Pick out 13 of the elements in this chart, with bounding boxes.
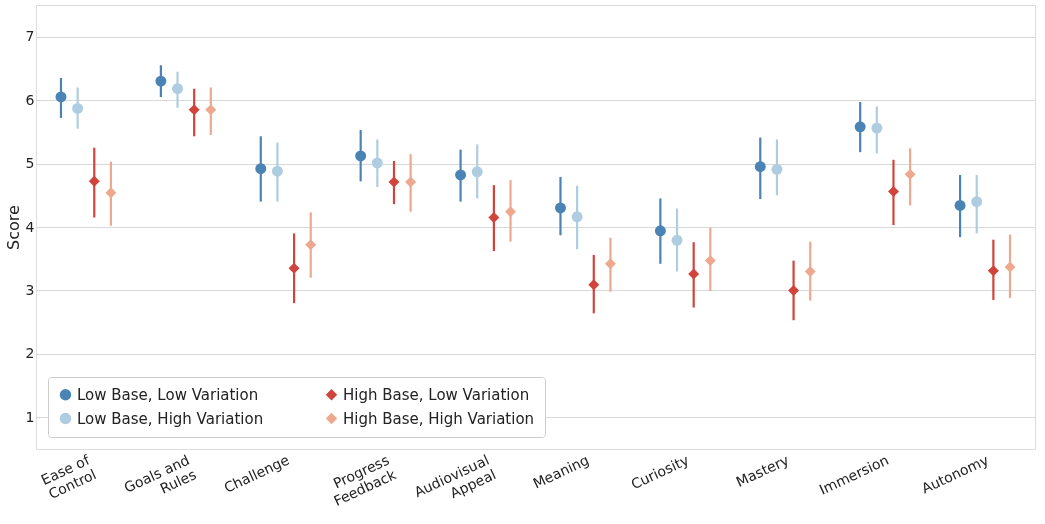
x-tick-label: Goals and Rules bbox=[121, 451, 199, 497]
y-tick-label: 7 bbox=[25, 28, 35, 45]
y-tick-label: 4 bbox=[25, 218, 35, 235]
legend-label: High Base, High Variation bbox=[343, 409, 535, 428]
y-tick-label: 6 bbox=[25, 91, 35, 108]
legend-label: High Base, Low Variation bbox=[343, 385, 530, 404]
y-tick-label: 2 bbox=[25, 345, 35, 362]
y-tick-label: 5 bbox=[25, 155, 35, 172]
y-tick-label: 1 bbox=[25, 408, 35, 425]
y-axis-title: Score bbox=[3, 205, 23, 250]
legend-label: Low Base, Low Variation bbox=[77, 385, 259, 404]
y-tick-label: 3 bbox=[25, 281, 35, 298]
legend-label: Low Base, High Variation bbox=[77, 409, 264, 428]
